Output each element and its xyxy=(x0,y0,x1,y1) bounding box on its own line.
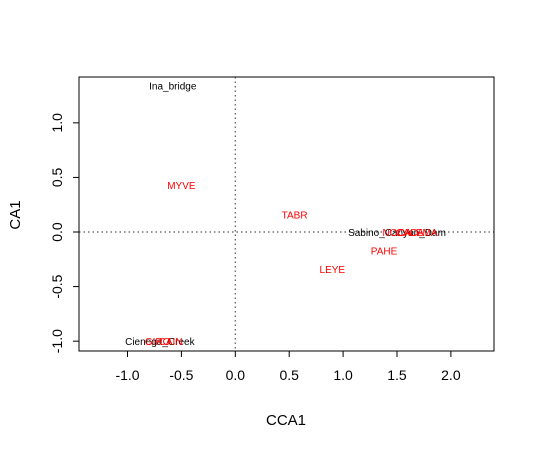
species-label: LEYE xyxy=(320,265,346,276)
axes: -1.0 -0.5 0.0 0.5 1.0 1.5 2.0 -1.0 -0.5 0.0 0.5 1.0 xyxy=(49,76,495,383)
species-label: MYVE xyxy=(167,181,196,192)
reference-lines xyxy=(79,77,494,351)
x-tick-label: -0.5 xyxy=(169,367,193,383)
species-label: LEMA xyxy=(410,228,438,239)
y-tick-label: -0.5 xyxy=(49,274,65,298)
y-tick-label: 1.0 xyxy=(49,113,65,133)
x-tick-label: 1.5 xyxy=(387,367,407,383)
y-tick-label: 0.0 xyxy=(49,222,65,242)
x-tick-label: -1.0 xyxy=(115,367,139,383)
species-label: GIRO xyxy=(145,337,171,348)
species-label: CACA xyxy=(396,228,424,239)
species-label: NOCA xyxy=(383,228,412,239)
x-axis-label: CCA1 xyxy=(266,412,306,429)
y-tick-label: 0.5 xyxy=(49,167,65,187)
site-label: Cienega_Creek xyxy=(125,337,195,348)
species-label: TABR xyxy=(282,211,308,222)
x-tick-label: 1.0 xyxy=(333,367,353,383)
species-label: CAIN xyxy=(159,337,183,348)
point-labels: Ina_bridge Cienega_Creek Sabino_Canyon_Dam… xyxy=(125,82,446,348)
x-tick-label: 0.0 xyxy=(226,367,246,383)
species-label: PAHE xyxy=(371,247,398,258)
x-tick-label: 0.5 xyxy=(279,367,299,383)
y-axis-label: CA1 xyxy=(7,200,24,229)
x-tick-label: 2.0 xyxy=(441,367,461,383)
site-label: Ina_bridge xyxy=(149,82,197,93)
y-tick-label: -1.0 xyxy=(49,329,65,353)
site-label: Sabino_Canyon_Dam xyxy=(348,228,446,239)
